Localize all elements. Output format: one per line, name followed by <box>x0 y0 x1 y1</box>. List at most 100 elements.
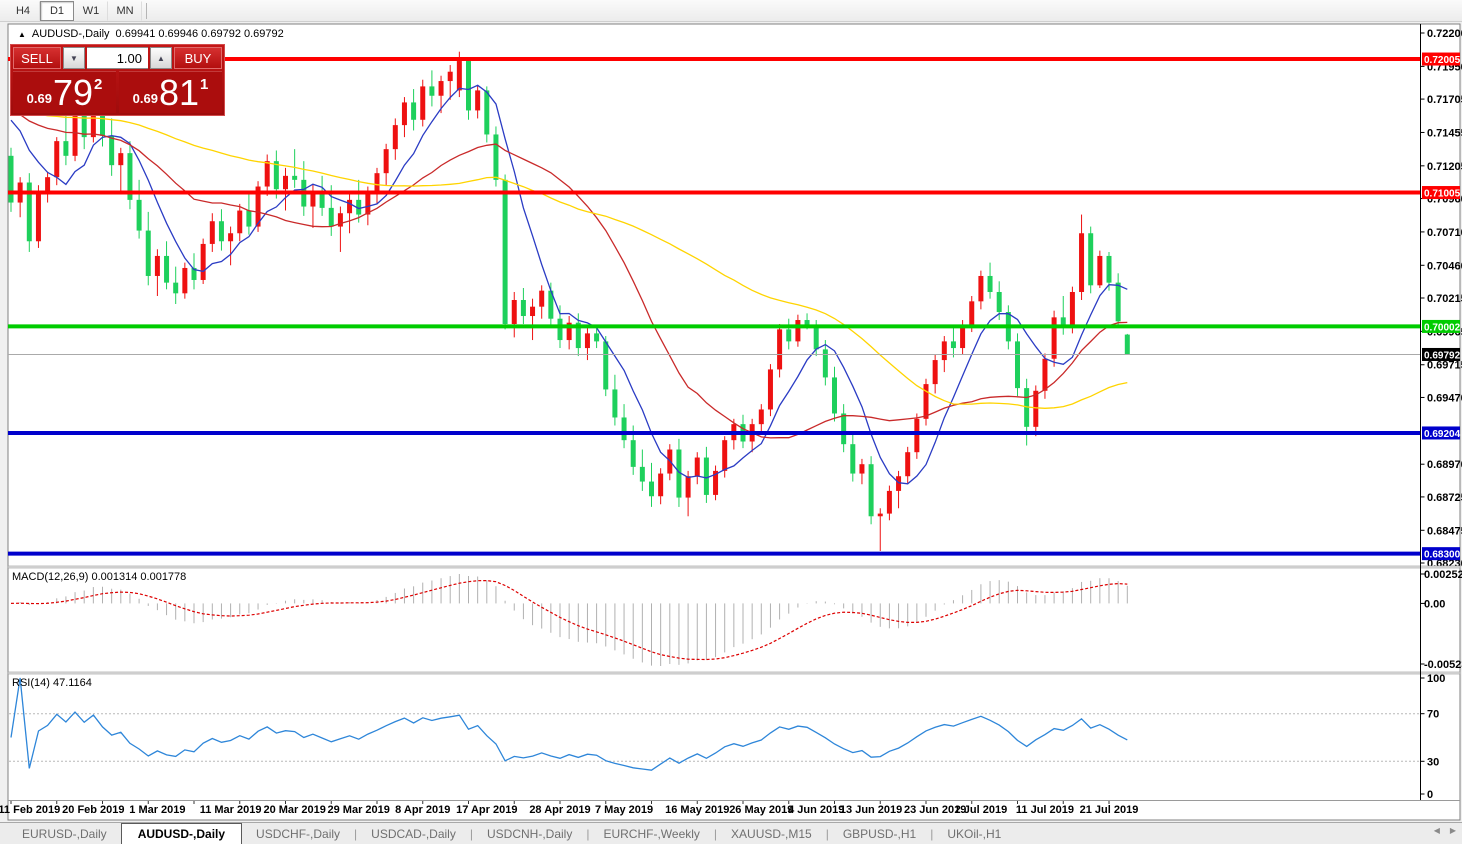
candle-body <box>209 221 215 244</box>
candle-body <box>1060 317 1066 327</box>
candle-body <box>1069 291 1075 327</box>
candle-body <box>328 207 334 227</box>
candle-body <box>603 341 609 390</box>
ma-fast-line <box>10 84 1128 485</box>
candle-body <box>1124 334 1130 355</box>
buy-button[interactable]: BUY <box>174 47 222 69</box>
candle-body <box>401 102 407 126</box>
date-axis-label: 16 May 2019 <box>665 804 729 816</box>
symbol-tab-xauusd[interactable]: XAUUSD-,M15 <box>731 827 812 841</box>
rsi-indicator-label: RSI(14) 47.1164 <box>12 677 92 689</box>
symbol-tab-usdchf[interactable]: USDCHF-,Daily <box>256 827 341 841</box>
candle-body <box>841 413 847 445</box>
candle-body <box>273 161 279 190</box>
candle-body <box>520 300 526 317</box>
price-axis-label: 0.69715 <box>1427 360 1462 372</box>
tab-scroll-right-icon[interactable]: ▶ <box>1449 826 1456 835</box>
candle-body <box>612 389 618 418</box>
candle-body <box>438 81 444 96</box>
candle-body <box>200 243 206 280</box>
chart-symbol-label: AUDUSD-,Daily <box>31 28 110 40</box>
candle-body <box>127 153 133 200</box>
candle-body <box>859 464 865 474</box>
candle-body <box>905 452 911 477</box>
tab-scroll-left-icon[interactable]: ◀ <box>1433 826 1440 835</box>
collapse-triangle-icon[interactable]: ▲ <box>18 29 26 39</box>
marker-price-box <box>1422 52 1460 66</box>
buy-price-prefix: 0.69 <box>132 91 158 106</box>
symbol-tab-usdcnh[interactable]: USDCNH-,Daily <box>486 827 573 841</box>
candle-body <box>804 320 810 326</box>
buy-price-big-digits: 81 <box>158 71 199 113</box>
buy-price-button[interactable]: 0.69 81 1 <box>119 71 222 113</box>
timeframe-button-mn[interactable]: MN <box>108 0 142 21</box>
timeframe-button-h4[interactable]: H4 <box>6 0 40 21</box>
candle-body <box>310 190 316 207</box>
pane-divider[interactable] <box>7 565 1461 569</box>
symbol-tab-eurusd[interactable]: EURUSD-,Daily <box>22 827 107 841</box>
candle-body <box>493 134 499 180</box>
price-axis-label: 0.71705 <box>1427 94 1462 106</box>
candle-body <box>1033 390 1039 427</box>
symbol-tab-ukoil[interactable]: UKOil-,H1 <box>947 827 1002 841</box>
candle-body <box>713 470 719 495</box>
toolbar-separator <box>146 2 147 19</box>
date-axis-label: 4 Jun 2019 <box>788 804 844 816</box>
date-axis-label: 17 Apr 2019 <box>456 804 517 816</box>
candle-body <box>923 384 929 419</box>
candle-body <box>566 322 572 341</box>
candle-body <box>703 457 709 495</box>
volume-decrease-icon[interactable]: ▼ <box>63 47 85 69</box>
symbol-tab-audusd[interactable]: AUDUSD-,Daily <box>120 823 243 844</box>
volume-increase-icon[interactable]: ▲ <box>150 47 172 69</box>
candle-body <box>81 113 87 138</box>
candle-body <box>960 325 966 349</box>
timeframe-button-w1[interactable]: W1 <box>74 0 108 21</box>
date-axis-label: 1 Mar 2019 <box>129 804 185 816</box>
sell-price-button[interactable]: 0.69 79 2 <box>13 71 116 113</box>
candle-body <box>283 175 288 190</box>
tab-separator: | <box>825 826 829 841</box>
candle-body <box>1079 233 1085 292</box>
trade-panel-controls: SELL ▼ ▲ BUY <box>13 47 222 69</box>
candle-body <box>539 290 545 307</box>
candle-body <box>237 210 243 234</box>
candle-body <box>392 125 398 150</box>
tab-scroll-buttons: ◀ ▶ <box>1434 826 1456 835</box>
marker-price-box <box>1422 547 1460 561</box>
chart-title: ▲ AUDUSD-,Daily 0.69941 0.69946 0.69792 … <box>18 28 284 40</box>
price-axis-label: 0.71205 <box>1427 161 1462 173</box>
candle-body <box>319 190 325 208</box>
symbol-tab-usdcad[interactable]: USDCAD-,Daily <box>371 827 456 841</box>
symbol-tabbar: EURUSD-,Daily AUDUSD-,Daily USDCHF-,Daily |… <box>0 822 1462 844</box>
date-axis-label: 21 Jul 2019 <box>1080 804 1139 816</box>
symbol-tab-eurchf[interactable]: EURCHF-,Weekly <box>603 827 700 841</box>
candle-body <box>447 71 453 82</box>
candle-body <box>383 149 389 174</box>
sell-button[interactable]: SELL <box>13 47 61 69</box>
candle-body <box>914 418 920 453</box>
candle-body <box>1042 358 1048 391</box>
timeframe-button-d1[interactable]: D1 <box>40 0 74 21</box>
candle-body <box>1051 317 1057 359</box>
candle-body <box>886 490 892 514</box>
candle-body <box>868 464 874 517</box>
volume-input[interactable] <box>87 47 148 69</box>
candle-body <box>557 318 563 341</box>
date-axis-label: 29 Mar 2019 <box>328 804 390 816</box>
candle-body <box>795 320 801 342</box>
pane-divider[interactable] <box>7 671 1461 675</box>
candle-body <box>182 267 188 294</box>
candle-body <box>877 513 883 517</box>
candle-body <box>621 417 627 441</box>
candle-body <box>118 153 124 166</box>
symbol-tab-gbpusd[interactable]: GBPUSD-,H1 <box>842 827 917 841</box>
rsi-axis-label: 100 <box>1427 673 1445 685</box>
candle-body <box>63 141 69 156</box>
marker-price-label: 0.71005 <box>1424 189 1461 200</box>
tab-separator: | <box>713 826 718 841</box>
rsi-line <box>10 677 1128 771</box>
